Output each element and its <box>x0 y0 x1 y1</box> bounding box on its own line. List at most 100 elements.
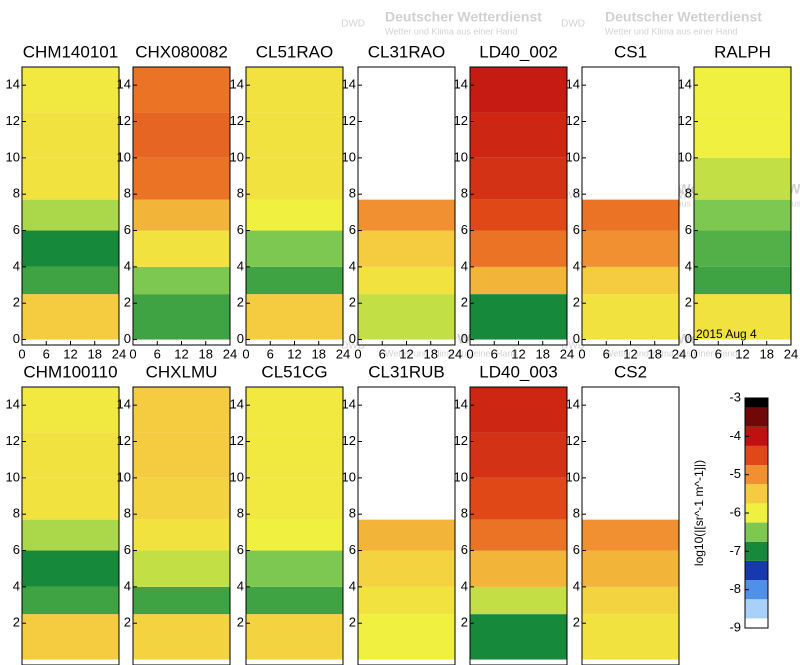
y-tick-label: 2 <box>349 615 356 630</box>
y-tick-label: 6 <box>573 222 580 237</box>
x-tick-label: 6 <box>267 346 274 361</box>
y-tick-label: 10 <box>6 469 20 484</box>
heatmap-cell <box>694 112 791 158</box>
y-tick-label: 0 <box>124 331 131 346</box>
heatmap-cell <box>694 157 791 200</box>
y-tick-label: 4 <box>13 578 20 593</box>
heatmap-cell <box>470 67 567 113</box>
y-tick-label: 8 <box>237 506 244 521</box>
heatmap-cell <box>246 112 343 158</box>
heatmap-cell <box>133 550 230 587</box>
y-tick-label: 10 <box>566 149 580 164</box>
annotation: 2015 Aug 4 <box>696 327 757 341</box>
y-tick-label: 12 <box>566 433 580 448</box>
colorbar-segment <box>745 580 768 600</box>
panel-title: CHXLMU <box>146 362 218 381</box>
y-tick-label: 6 <box>237 542 244 557</box>
y-tick-label: 0 <box>13 331 20 346</box>
heatmap-cell <box>22 157 119 200</box>
heatmap-cell <box>133 199 230 231</box>
y-tick-label: 2 <box>685 295 692 310</box>
y-tick-label: 6 <box>13 222 20 237</box>
y-tick-label: 8 <box>237 186 244 201</box>
colorbar-segment <box>745 560 768 581</box>
heatmap-cell <box>246 266 343 295</box>
y-tick-label: 8 <box>124 506 131 521</box>
heatmap-cell <box>133 294 230 340</box>
y-tick-label: 0 <box>237 331 244 346</box>
y-tick-label: 2 <box>124 295 131 310</box>
colorbar-segment <box>745 398 768 408</box>
panel-title: CHM100110 <box>23 362 117 381</box>
x-tick-label: 24 <box>560 346 574 361</box>
heatmap-cell <box>470 157 567 200</box>
heatmap-cell <box>694 199 791 231</box>
plot-frame <box>132 386 231 665</box>
heatmap-cell <box>470 112 567 158</box>
y-tick-label: 14 <box>454 397 468 412</box>
y-tick-label: 0 <box>461 331 468 346</box>
colorbar-segment <box>745 618 768 628</box>
colorbar-segment <box>745 465 768 485</box>
watermark-subtitle: Wetter und Klima aus einer Hand <box>385 348 517 358</box>
heatmap-cell <box>246 550 343 587</box>
colorbar-segment <box>745 407 768 427</box>
y-tick-label: 10 <box>6 149 20 164</box>
heatmap-cell <box>133 432 230 478</box>
y-tick-label: 6 <box>349 542 356 557</box>
heatmap-cell <box>470 230 567 267</box>
heatmap-cell <box>22 266 119 295</box>
y-tick-label: 12 <box>342 433 356 448</box>
colorbar-tick-label: -8 <box>729 581 741 596</box>
x-tick-label: 24 <box>448 346 462 361</box>
y-tick-label: 12 <box>678 113 692 128</box>
y-tick-label: 2 <box>573 615 580 630</box>
heatmap-cell <box>22 199 119 231</box>
y-tick-label: 4 <box>237 258 244 273</box>
heatmap-cell <box>246 230 343 267</box>
heatmap-cell <box>133 230 230 267</box>
plot-frame <box>469 386 568 665</box>
y-tick-label: 4 <box>349 578 356 593</box>
y-tick-label: 4 <box>124 258 131 273</box>
y-tick-label: 6 <box>124 222 131 237</box>
heatmap-cell <box>246 157 343 200</box>
x-tick-label: 12 <box>623 346 637 361</box>
heatmap-cell <box>358 266 455 295</box>
y-tick-label: 14 <box>342 397 356 412</box>
x-tick-label: 6 <box>491 346 498 361</box>
colorbar-tick-label: -7 <box>729 543 741 558</box>
panel-title: LD40_003 <box>479 362 557 381</box>
heatmap-cell <box>22 294 119 340</box>
heatmap-cell <box>133 157 230 200</box>
x-tick-label: 0 <box>18 346 25 361</box>
watermark-logo: DWD <box>671 191 695 202</box>
heatmap-cell <box>246 294 343 340</box>
colorbar-segment <box>745 541 768 561</box>
plot-frame <box>357 386 456 665</box>
y-tick-label: 2 <box>461 295 468 310</box>
heatmap-cell <box>133 614 230 660</box>
watermark-logo: DWD <box>341 341 365 352</box>
heatmap-cell <box>582 199 679 231</box>
y-tick-label: 4 <box>237 578 244 593</box>
x-tick-label: 24 <box>784 346 798 361</box>
plot-frame <box>581 386 680 665</box>
x-tick-label: 6 <box>715 346 722 361</box>
y-tick-label: 4 <box>461 578 468 593</box>
heatmap-cell <box>133 519 230 551</box>
watermark-logo: DWD <box>561 19 585 30</box>
y-tick-label: 2 <box>573 295 580 310</box>
x-tick-label: 0 <box>354 346 361 361</box>
heatmap-cell <box>22 230 119 267</box>
panel-title: CL51CG <box>261 362 327 381</box>
x-tick-label: 0 <box>466 346 473 361</box>
x-tick-label: 24 <box>672 346 686 361</box>
colorbar-segment <box>745 484 768 504</box>
x-tick-label: 18 <box>199 346 213 361</box>
y-tick-label: 10 <box>454 149 468 164</box>
heatmap-cell <box>246 432 343 478</box>
y-tick-label: 2 <box>237 295 244 310</box>
heatmap-cell <box>470 432 567 478</box>
watermark-subtitle: Wetter und Klima aus einer Hand <box>385 26 517 36</box>
